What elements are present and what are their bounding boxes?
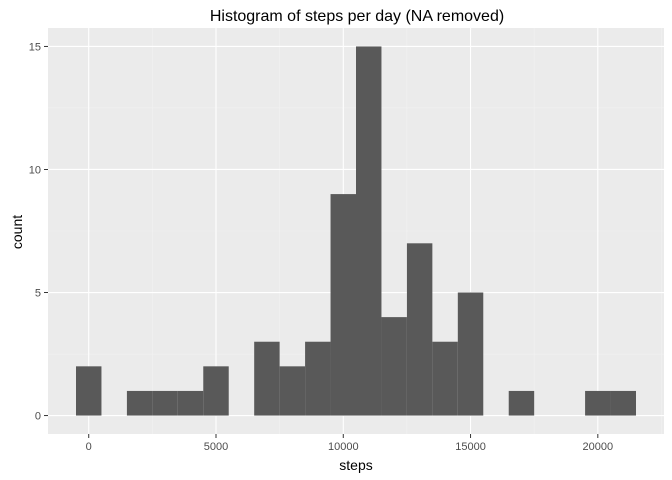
histogram-bar [177,390,204,416]
histogram-bar [585,390,611,416]
histogram-bar [457,292,484,416]
x-tick-label: 5000 [204,441,228,453]
histogram-bar [152,390,178,416]
y-tick-label: 10 [29,164,41,176]
x-tick-label: 15000 [455,441,486,453]
histogram-bar [254,341,280,416]
histogram-bar [76,366,102,416]
chart-title: Histogram of steps per day (NA removed) [210,8,504,25]
histogram-bar [305,341,331,416]
histogram-bar [432,341,458,416]
histogram-bar [381,317,407,416]
histogram-bar [610,390,636,416]
y-tick-label: 0 [35,411,41,423]
histogram-bar [279,366,306,416]
y-tick-label: 15 [29,41,41,53]
x-tick-label: 10000 [328,441,359,453]
histogram-bar [356,46,382,416]
y-axis-title: count [9,215,25,249]
x-tick-label: 0 [86,441,92,453]
y-tick-label: 5 [35,288,41,300]
x-axis-title: steps [339,457,372,473]
histogram-bar [406,243,433,416]
x-tick-label: 20000 [583,441,614,453]
histogram-bar [508,390,535,416]
histogram-bar [330,194,356,416]
histogram-bar [126,390,153,416]
histogram-bar [203,366,229,416]
